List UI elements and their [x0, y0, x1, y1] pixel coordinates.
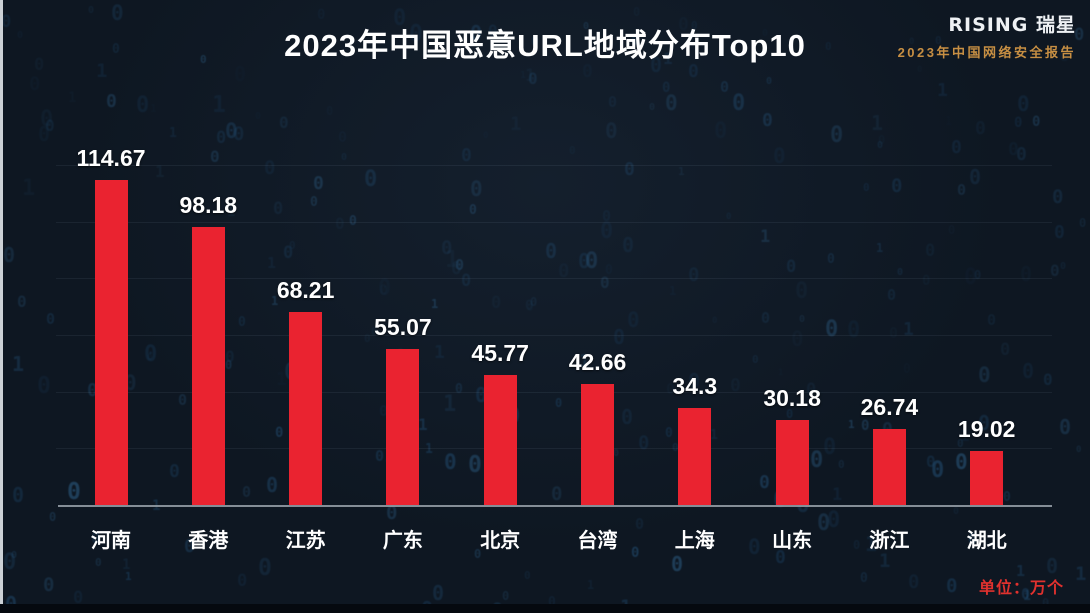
bar-category-label: 广东	[382, 530, 423, 552]
bar-value-label: 68.21	[276, 276, 335, 303]
rising-logo: RISING 瑞星	[948, 14, 1076, 36]
gridline	[56, 391, 1052, 393]
bar-value-label: 55.07	[374, 314, 432, 341]
unit-label: 单位：万个	[978, 580, 1064, 597]
bar	[289, 311, 323, 505]
page-title: 2023年中国恶意URL地域分布Top10	[284, 28, 806, 63]
bar	[386, 349, 420, 505]
bottom-edge-strip	[0, 604, 1090, 613]
bar-category-label: 湖北	[966, 530, 1007, 552]
bar-category-label: 上海	[674, 530, 715, 552]
bar	[970, 451, 1004, 505]
bar-value-label: 34.3	[672, 372, 718, 399]
gridline	[56, 448, 1052, 450]
bar-category-label: 北京	[480, 530, 521, 552]
bar-value-label: 45.77	[471, 340, 529, 367]
gridline	[56, 165, 1052, 167]
bar	[775, 419, 809, 505]
bar-category-label: 浙江	[869, 530, 910, 552]
bar-value-label: 30.18	[763, 384, 821, 411]
bar-category-label: 河南	[91, 530, 131, 552]
bar	[678, 407, 712, 505]
report-subtitle: 2023年中国网络安全报告	[897, 45, 1076, 60]
bar-value-label: 26.74	[860, 394, 919, 421]
bar-category-label: 香港	[188, 530, 229, 552]
bar	[581, 384, 614, 505]
brand-block: RISING 瑞星 2023年中国网络安全报告	[898, 10, 1076, 61]
bar	[872, 429, 906, 505]
gridline	[56, 278, 1052, 280]
bar-category-label: 山东	[772, 530, 813, 552]
bar-value-label: 114.67	[76, 145, 146, 172]
left-edge-strip	[0, 0, 3, 613]
bar	[483, 375, 517, 505]
bar-value-label: 42.66	[568, 349, 627, 376]
bar-value-label: 19.02	[957, 416, 1016, 443]
x-axis-line	[58, 505, 1052, 507]
bar-category-label: 江苏	[285, 530, 326, 552]
gridline	[56, 221, 1052, 223]
bar-value-label: 98.18	[179, 191, 238, 218]
bar-category-label: 台湾	[577, 530, 618, 552]
bar	[191, 226, 225, 505]
gridline	[56, 335, 1052, 337]
bar	[94, 180, 128, 505]
